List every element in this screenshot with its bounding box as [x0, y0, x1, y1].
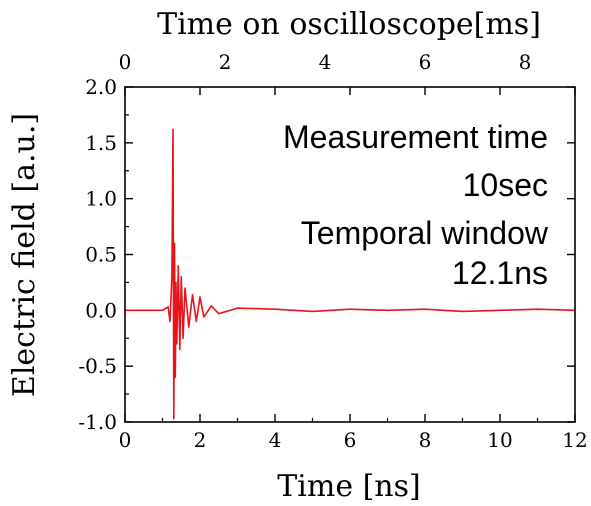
y-tick-label: 1.0 [85, 187, 117, 211]
x-tick-label: 12 [562, 428, 587, 452]
x-tick-label: 4 [269, 428, 282, 452]
y-tick-label: -1.0 [78, 410, 117, 434]
y-axis-title: Electric field [a.u.] [7, 113, 42, 397]
annotation-block: Measurement time 10sec Temporal window 12.1… [283, 119, 549, 291]
top-tick-label: 8 [519, 50, 532, 74]
x-tick-label: 8 [419, 428, 432, 452]
top-tick-label: 0 [119, 50, 132, 74]
plot-frame [124, 86, 576, 423]
top-tick-label: 6 [419, 50, 432, 74]
y-axis-ticks: -1.0 -0.5 0.0 0.5 1.0 1.5 2.0 [78, 75, 575, 434]
y-tick-label: 0.5 [85, 243, 117, 267]
y-tick-label: -0.5 [78, 354, 117, 378]
y-tick-label: 0.0 [85, 298, 117, 322]
top-axis-title: Time on oscilloscope[ms] [157, 7, 541, 42]
y-tick-label: 1.5 [85, 131, 117, 155]
top-axis-ticks: 0 2 4 6 8 [119, 50, 532, 74]
x-tick-label: 0 [119, 428, 132, 452]
x-tick-label: 2 [194, 428, 207, 452]
series-line [125, 128, 576, 420]
annotation-line: 10sec [463, 167, 548, 203]
x-tick-label: 10 [487, 428, 512, 452]
x-axis-title: Time [ns] [277, 469, 420, 504]
annotation-line: 12.1ns [452, 255, 548, 291]
annotation-line: Temporal window [301, 215, 549, 251]
annotation-line: Measurement time [283, 119, 548, 155]
top-tick-label: 2 [219, 50, 232, 74]
y-tick-label: 2.0 [85, 75, 117, 99]
x-tick-label: 6 [344, 428, 357, 452]
top-tick-label: 4 [319, 50, 332, 74]
